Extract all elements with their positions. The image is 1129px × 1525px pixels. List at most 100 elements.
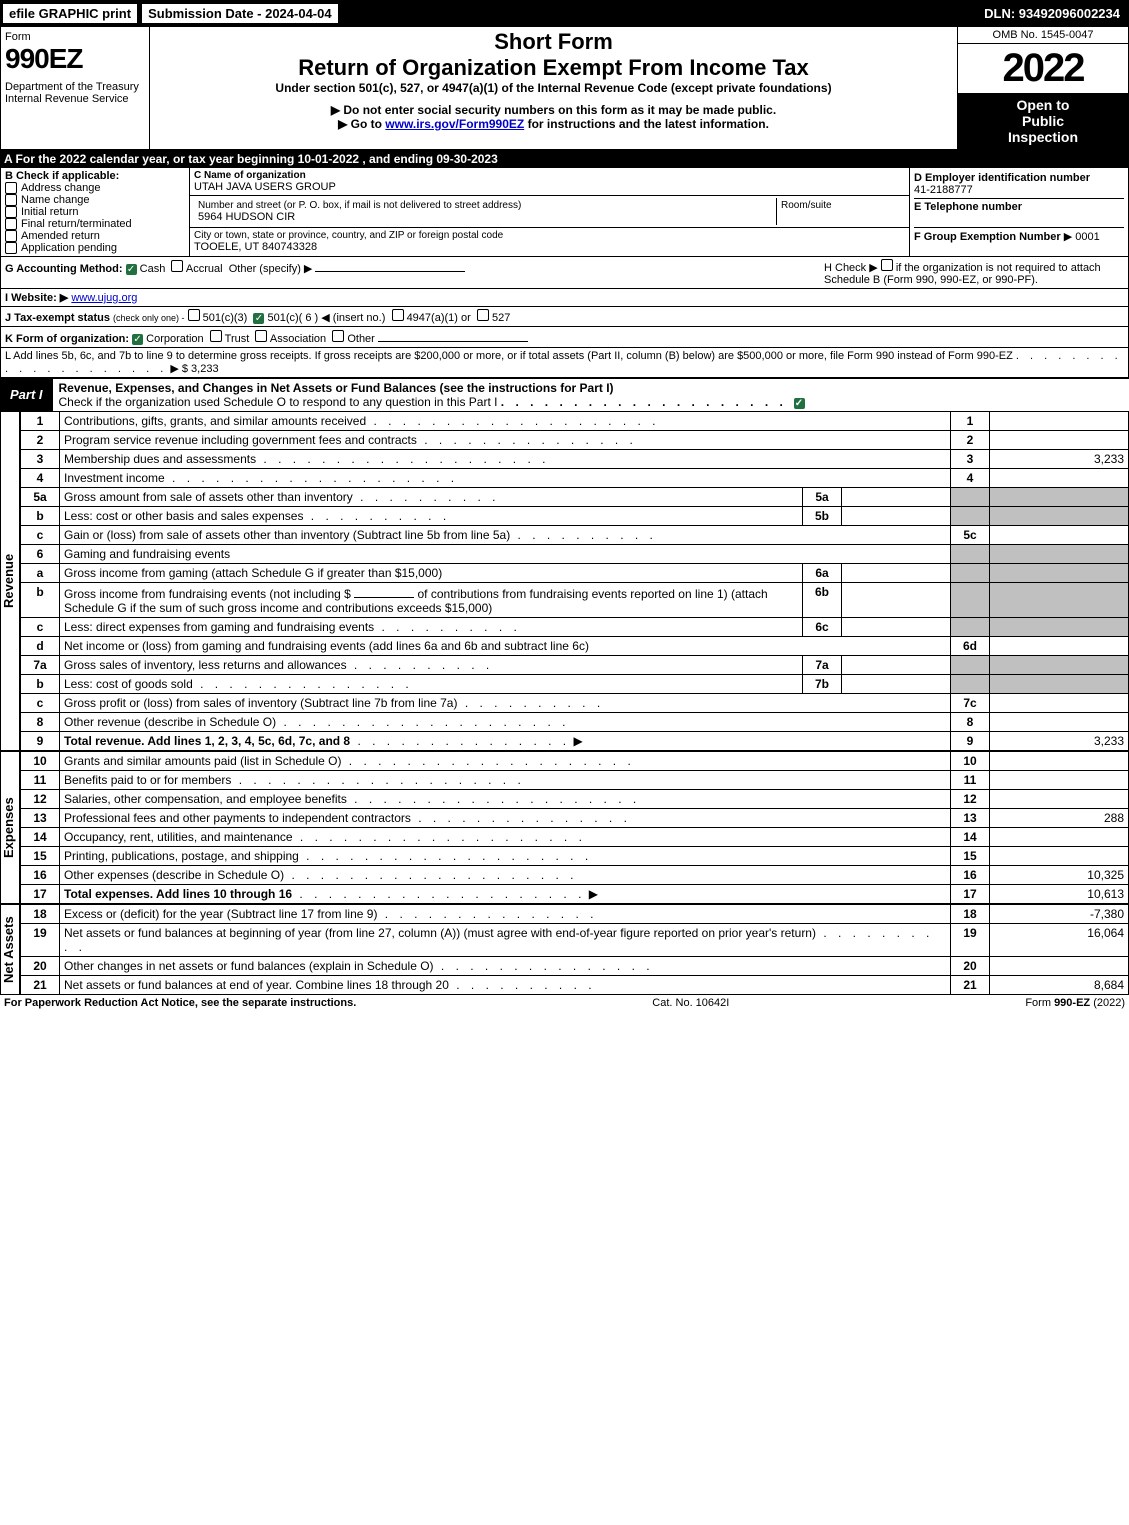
form-number: 990EZ xyxy=(5,43,145,75)
checkbox-initial-return[interactable] xyxy=(5,206,17,218)
instruct-goto-pre: ▶ Go to xyxy=(338,117,385,131)
checkbox-corp[interactable]: ✓ xyxy=(132,334,143,345)
checkbox-501c3[interactable] xyxy=(188,309,200,321)
section-bcd: B Check if applicable: Address change Na… xyxy=(0,168,1129,257)
row-j-tax-status: J Tax-exempt status (check only one) - 5… xyxy=(0,307,1129,327)
website-link[interactable]: www.ujug.org xyxy=(71,292,137,304)
part1-label: Part I xyxy=(0,385,53,404)
label-name-change: Name change xyxy=(21,194,90,206)
checkbox-application-pending[interactable] xyxy=(5,242,17,254)
row-g-h: G Accounting Method: ✓ Cash Accrual Othe… xyxy=(0,257,1129,289)
org-city: TOOELE, UT 840743328 xyxy=(194,241,905,253)
revenue-section: Revenue 1Contributions, gifts, grants, a… xyxy=(0,411,1129,751)
checkbox-501c[interactable]: ✓ xyxy=(253,313,264,324)
line-20-desc: Other changes in net assets or fund bala… xyxy=(64,959,434,973)
row-k-org-form: K Form of organization: ✓ Corporation Tr… xyxy=(0,327,1129,348)
part1-header: Part I Revenue, Expenses, and Changes in… xyxy=(0,378,1129,411)
line-19-desc: Net assets or fund balances at beginning… xyxy=(64,926,816,940)
instruct-goto: ▶ Go to www.irs.gov/Form990EZ for instru… xyxy=(152,117,955,131)
checkbox-address-change[interactable] xyxy=(5,182,17,194)
h-check: H Check ▶ if the organization is not req… xyxy=(824,259,1124,286)
expenses-section: Expenses 10Grants and similar amounts pa… xyxy=(0,751,1129,904)
line-20: 20Other changes in net assets or fund ba… xyxy=(21,957,1129,976)
line-5b: bLess: cost or other basis and sales exp… xyxy=(21,507,1129,526)
line-5a: 5aGross amount from sale of assets other… xyxy=(21,488,1129,507)
j-note: (check only one) - xyxy=(113,313,185,323)
line-5c-desc: Gain or (loss) from sale of assets other… xyxy=(64,528,510,542)
line-14: 14Occupancy, rent, utilities, and mainte… xyxy=(21,828,1129,847)
k-other-field[interactable] xyxy=(378,329,528,342)
page-footer: For Paperwork Reduction Act Notice, see … xyxy=(0,995,1129,1011)
instruct-goto-post: for instructions and the latest informat… xyxy=(524,117,769,131)
i-label: I Website: ▶ xyxy=(5,292,68,304)
sidelabel-expenses: Expenses xyxy=(0,751,20,904)
checkbox-part1-schedule-o[interactable]: ✓ xyxy=(794,398,805,409)
line-10-desc: Grants and similar amounts paid (list in… xyxy=(64,754,341,768)
checkbox-h[interactable] xyxy=(881,259,893,271)
checkbox-final-return[interactable] xyxy=(5,218,17,230)
line-6c: cLess: direct expenses from gaming and f… xyxy=(21,618,1129,637)
instruct-ssn: ▶ Do not enter social security numbers o… xyxy=(152,103,955,117)
line-11: 11Benefits paid to or for members11 xyxy=(21,771,1129,790)
line-7b-desc: Less: cost of goods sold xyxy=(64,677,193,691)
line-9-desc: Total revenue. Add lines 1, 2, 3, 4, 5c,… xyxy=(64,734,350,748)
checkbox-527[interactable] xyxy=(477,309,489,321)
line-10: 10Grants and similar amounts paid (list … xyxy=(21,752,1129,771)
f-group-value: ▶ 0001 xyxy=(1064,231,1100,243)
c-name-label: C Name of organization xyxy=(194,170,905,181)
line-1-desc: Contributions, gifts, grants, and simila… xyxy=(64,414,366,428)
g-label: G Accounting Method: xyxy=(5,263,123,275)
label-final-return: Final return/terminated xyxy=(21,218,132,230)
org-name: UTAH JAVA USERS GROUP xyxy=(194,181,905,193)
checkbox-other-org[interactable] xyxy=(332,330,344,342)
line-7c-desc: Gross profit or (loss) from sales of inv… xyxy=(64,696,457,710)
org-street: 5964 HUDSON CIR xyxy=(198,211,772,223)
checkbox-amended-return[interactable] xyxy=(5,230,17,242)
checkbox-4947[interactable] xyxy=(392,309,404,321)
omb-number: OMB No. 1545-0047 xyxy=(958,27,1128,44)
g-other-field[interactable] xyxy=(315,259,465,272)
label-initial-return: Initial return xyxy=(21,206,78,218)
checkbox-accrual[interactable] xyxy=(171,260,183,272)
line-16-desc: Other expenses (describe in Schedule O) xyxy=(64,868,284,882)
irs-label: Internal Revenue Service xyxy=(5,93,145,105)
column-d-ids: D Employer identification number 41-2188… xyxy=(910,168,1128,256)
h-text1: H Check ▶ xyxy=(824,262,878,274)
j-label: J Tax-exempt status xyxy=(5,312,110,324)
open-to-public: Open to Public Inspection xyxy=(958,93,1128,149)
line-6a: aGross income from gaming (attach Schedu… xyxy=(21,564,1129,583)
footer-form: Form 990-EZ (2022) xyxy=(1025,997,1125,1009)
ein-value: 41-2188777 xyxy=(914,184,1124,196)
b-title: B Check if applicable: xyxy=(5,170,185,182)
c-city-label: City or town, state or province, country… xyxy=(194,230,905,241)
line-21-desc: Net assets or fund balances at end of ye… xyxy=(64,978,449,992)
line-4-desc: Investment income xyxy=(64,471,165,485)
g-accounting: G Accounting Method: ✓ Cash Accrual Othe… xyxy=(5,259,465,275)
row-i-website: I Website: ▶ www.ujug.org xyxy=(0,289,1129,307)
irs-link[interactable]: www.irs.gov/Form990EZ xyxy=(385,117,524,131)
checkbox-trust[interactable] xyxy=(210,330,222,342)
c-street-label: Number and street (or P. O. box, if mail… xyxy=(198,200,772,211)
k-corp: Corporation xyxy=(146,333,203,345)
line-15: 15Printing, publications, postage, and s… xyxy=(21,847,1129,866)
footer-form-pre: Form xyxy=(1025,997,1054,1009)
sidelabel-net-assets: Net Assets xyxy=(0,904,20,995)
checkbox-cash[interactable]: ✓ xyxy=(126,264,137,275)
net-assets-table: 18Excess or (deficit) for the year (Subt… xyxy=(20,904,1129,995)
line-6b-blank[interactable] xyxy=(354,585,414,598)
d-ein-label: D Employer identification number xyxy=(914,172,1124,184)
label-amended-return: Amended return xyxy=(21,230,100,242)
column-b-checkboxes: B Check if applicable: Address change Na… xyxy=(1,168,190,256)
line-19: 19Net assets or fund balances at beginni… xyxy=(21,924,1129,957)
k-trust: Trust xyxy=(225,333,250,345)
subtitle: Under section 501(c), 527, or 4947(a)(1)… xyxy=(152,81,955,95)
line-6b-desc1: Gross income from fundraising events (no… xyxy=(64,587,351,601)
g-cash: Cash xyxy=(140,263,166,275)
checkbox-name-change[interactable] xyxy=(5,194,17,206)
line-3: 3Membership dues and assessments33,233 xyxy=(21,450,1129,469)
checkbox-assoc[interactable] xyxy=(255,330,267,342)
line-5a-desc: Gross amount from sale of assets other t… xyxy=(64,490,353,504)
expenses-table: 10Grants and similar amounts paid (list … xyxy=(20,751,1129,904)
line-9: 9Total revenue. Add lines 1, 2, 3, 4, 5c… xyxy=(21,732,1129,751)
label-address-change: Address change xyxy=(21,182,101,194)
